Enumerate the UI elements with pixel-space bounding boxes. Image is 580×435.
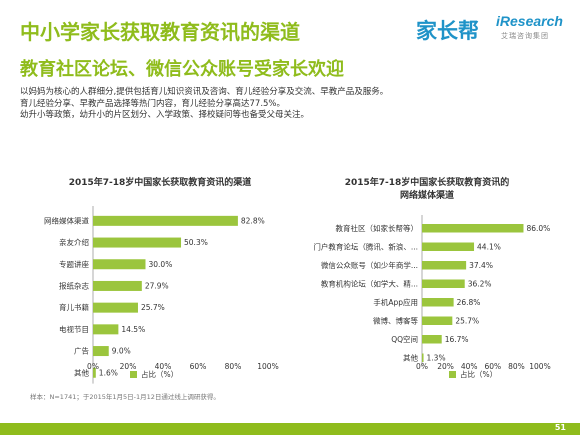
chart2-bar xyxy=(422,261,467,270)
chart2-category-label: 手机App应用 xyxy=(373,297,418,307)
description-line-3: 幼升小等政策，幼升小的片区划分、入学政策、择校疑问等也备受父母关注。 xyxy=(20,110,310,120)
chart1-category-label: 育儿书籍 xyxy=(59,302,89,312)
description-line-1: 以妈妈为核心的人群细分,提供包括育儿知识资讯及咨询、育儿经验分享及交流、早教产品… xyxy=(20,87,389,97)
iresearch-logo-subtitle: 艾瑞咨询集团 xyxy=(501,32,549,40)
chart1-category-label: 网络媒体渠道 xyxy=(44,215,89,225)
chart2-bar xyxy=(422,353,424,362)
page-title: 中小学家长获取教育资讯的渠道 xyxy=(20,20,300,44)
chart1-value-label: 25.7% xyxy=(141,303,165,312)
chart2-value-label: 25.7% xyxy=(455,316,479,325)
chart1-x-tick-label: 0% xyxy=(87,362,99,371)
chart2-value-label: 16.7% xyxy=(445,335,469,344)
footer-bar: 51 xyxy=(0,423,580,435)
chart1-value-label: 9.0% xyxy=(112,347,131,356)
chart1-category-label: 电视节目 xyxy=(59,324,89,334)
chart1-x-tick-label: 100% xyxy=(257,362,278,371)
chart2-category-label: 微信公众账号（如少年商学... xyxy=(321,260,418,270)
chart2-x-tick-label: 0% xyxy=(416,362,428,371)
chart1-category-label: 报纸杂志 xyxy=(59,280,89,290)
chart1-bar xyxy=(93,280,142,291)
sample-note: 样本：N=1741；于2015年1月5日-1月12日通过线上调研获得。 xyxy=(30,393,220,401)
chart1-category-label: 其他 xyxy=(74,367,89,377)
chart2-x-tick-label: 40% xyxy=(461,362,478,371)
page-subtitle: 教育社区论坛、微信公众账号受家长欢迎 xyxy=(20,59,344,80)
chart1-value-label: 14.5% xyxy=(121,325,145,334)
chart2-bar xyxy=(422,279,465,288)
chart1-category-label: 亲友介绍 xyxy=(59,237,89,247)
chart1-bar xyxy=(93,302,138,313)
chart2-value-label: 36.2% xyxy=(468,279,492,288)
chart2-category-label: QQ空间 xyxy=(391,334,418,344)
chart2-x-tick-label: 80% xyxy=(508,362,525,371)
chart2-category-label: 门户教育论坛（腾讯、新浪、... xyxy=(313,241,418,251)
chart1-x-tick-label: 80% xyxy=(225,362,242,371)
chart2-category-label: 教育社区（如家长帮等） xyxy=(336,223,419,233)
chart2-bar xyxy=(422,224,524,233)
chart2-x-tick-label: 100% xyxy=(529,362,550,371)
chart2-title-line2: 网络媒体渠道 xyxy=(400,189,454,201)
chart2-value-label: 86.0% xyxy=(526,224,550,233)
chart2-title: 2015年7-18岁中国家长获取教育资讯的 xyxy=(345,176,510,188)
chart2-bar xyxy=(422,316,453,325)
chart1-value-label: 82.8% xyxy=(241,216,265,225)
chart2-value-label: 37.4% xyxy=(469,261,493,270)
chart1-bar xyxy=(93,237,182,248)
description: 以妈妈为核心的人群细分,提供包括育儿知识资讯及咨询、育儿经验分享及交流、早教产品… xyxy=(20,87,388,122)
chart2-category-label: 其他 xyxy=(403,352,418,362)
description-line-2: 育儿经验分享、早教产品选择等热门内容，育儿经验分享高达77.5%。 xyxy=(20,98,286,109)
chart1-value-label: 1.6% xyxy=(99,368,118,377)
chart1-category-label: 广告 xyxy=(74,346,89,356)
chart1-x-tick-label: 20% xyxy=(120,362,137,371)
chart2-legend-swatch xyxy=(449,371,456,378)
chart1-value-label: 50.3% xyxy=(184,238,208,247)
chart1-legend-label: 占比（%） xyxy=(141,369,178,379)
chart1-value-label: 30.0% xyxy=(149,260,173,269)
chart2-x-tick-label: 60% xyxy=(484,362,501,371)
chart2-bar xyxy=(422,335,442,344)
chart2-category-label: 教育机构论坛（如学大、精... xyxy=(321,278,418,288)
chart2-value-label: 44.1% xyxy=(477,242,501,251)
chart1-bar xyxy=(93,346,109,357)
chart1-bar xyxy=(93,215,238,226)
chart2-legend-label: 占比（%） xyxy=(460,369,497,379)
chart2-x-tick-label: 20% xyxy=(437,362,454,371)
chart1-category-label: 专题讲座 xyxy=(59,259,89,269)
chart1-bar xyxy=(93,324,119,335)
chart1-bar xyxy=(93,367,96,378)
jiazhangbang-logo: 家长帮 xyxy=(416,19,479,43)
chart1-x-tick-label: 60% xyxy=(190,362,207,371)
chart1-legend-swatch xyxy=(130,371,137,378)
page-number: 51 xyxy=(554,423,566,432)
chart1-x-tick-label: 40% xyxy=(155,362,172,371)
chart2-bar xyxy=(422,242,475,251)
iresearch-logo: iResearch xyxy=(496,13,563,29)
chart1-title: 2015年7-18岁中国家长获取教育资讯的渠道 xyxy=(69,176,252,188)
chart2-category-label: 微博、博客等 xyxy=(373,315,418,325)
chart2-bar xyxy=(422,298,454,307)
chart2-value-label: 26.8% xyxy=(457,298,481,307)
chart1-value-label: 27.9% xyxy=(145,281,169,290)
chart1-bar xyxy=(93,259,146,270)
chart2-value-label: 1.3% xyxy=(427,353,446,362)
